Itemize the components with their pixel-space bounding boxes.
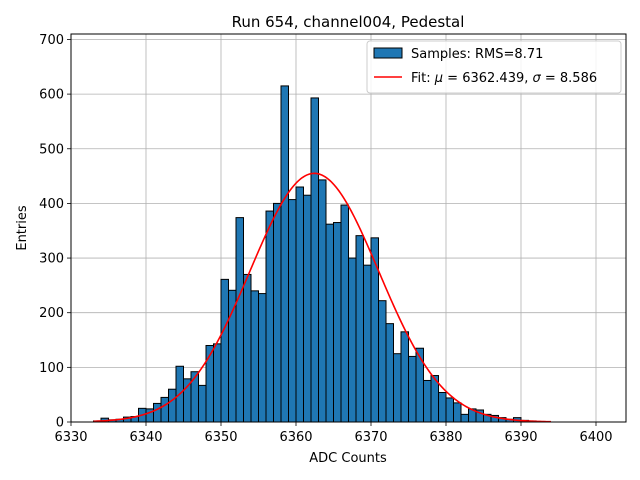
x-axis-ticks: 6330 6340 6350 6360 6370 6380 6390 6400 (54, 422, 613, 445)
histogram-bar (348, 257, 357, 423)
x-tick-label: 6330 (54, 430, 87, 445)
histogram-bar (168, 388, 177, 423)
histogram-bar (453, 402, 462, 423)
x-tick-label: 6340 (129, 430, 162, 445)
histogram-bar (385, 323, 394, 423)
histogram-bar (160, 396, 169, 423)
histogram-bar (265, 210, 274, 423)
histogram-bar (318, 179, 327, 423)
histogram-bar (273, 202, 282, 423)
fit-curve (93, 172, 552, 423)
histogram-bar (303, 194, 312, 423)
histogram-bar (438, 391, 447, 423)
histogram-bar (400, 331, 409, 423)
y-tick-label: 200 (39, 306, 64, 321)
histogram-bar (423, 379, 432, 423)
x-tick-label: 6350 (204, 430, 237, 445)
histogram-bar (190, 371, 199, 423)
histogram-bars (93, 85, 544, 423)
histogram-bar (340, 204, 349, 423)
histogram-bar (370, 237, 379, 423)
chart-title: Run 654, channel004, Pedestal (232, 13, 465, 31)
x-tick-label: 6360 (279, 430, 312, 445)
histogram-bar (220, 278, 229, 423)
plot-frame (70, 33, 627, 423)
y-tick-label: 0 (56, 416, 64, 431)
legend-label-fit: Fit: μ = 6362.439, σ = 8.586 (411, 71, 597, 86)
histogram-bar (333, 222, 342, 423)
y-tick-label: 400 (39, 197, 64, 212)
histogram-bar (258, 293, 267, 423)
y-tick-label: 300 (39, 252, 64, 267)
legend-box (366, 40, 622, 94)
y-tick-label: 500 (39, 142, 64, 157)
legend-label-samples: Samples: RMS=8.71 (411, 47, 543, 62)
histogram-bar (415, 347, 424, 423)
histogram-bar (235, 217, 244, 423)
histogram-bar (153, 402, 162, 423)
histogram-bar (295, 186, 304, 423)
histogram-bar (325, 223, 334, 423)
histogram-bar (460, 413, 469, 423)
y-axis-label: Entries (15, 205, 30, 251)
x-tick-label: 6380 (429, 430, 462, 445)
y-axis-ticks: 0 100 200 300 400 500 600 700 (39, 33, 71, 431)
x-tick-label: 6370 (354, 430, 387, 445)
histogram-bar (445, 397, 454, 423)
histogram-bar (243, 273, 252, 423)
x-tick-label: 6400 (579, 430, 612, 445)
histogram-bar (408, 355, 417, 423)
histogram-bar (198, 384, 207, 423)
legend-swatch-samples (373, 47, 403, 59)
x-axis-label: ADC Counts (309, 451, 387, 466)
y-tick-label: 600 (39, 88, 64, 103)
histogram-bar (310, 97, 319, 423)
histogram-bar (393, 353, 402, 423)
histogram-bar (378, 300, 387, 423)
histogram-bar (363, 264, 372, 423)
histogram-bar (288, 199, 297, 423)
histogram-bar (280, 85, 289, 423)
y-tick-label: 100 (39, 361, 64, 376)
histogram-bar (355, 235, 364, 423)
histogram-bar (213, 343, 222, 423)
grid (70, 34, 626, 423)
legend: Samples: RMS=8.71 Fit: μ = 6362.439, σ =… (366, 40, 622, 94)
y-tick-label: 700 (39, 33, 64, 48)
histogram-bar (250, 290, 259, 423)
x-tick-label: 6390 (504, 430, 537, 445)
